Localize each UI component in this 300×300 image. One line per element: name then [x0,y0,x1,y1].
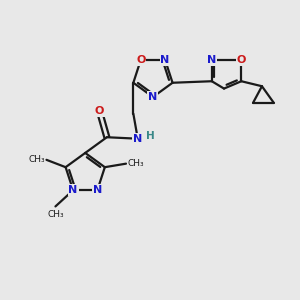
Text: N: N [93,185,102,195]
Text: O: O [95,106,104,116]
Text: O: O [237,55,246,65]
Text: CH₃: CH₃ [47,210,64,219]
Text: N: N [148,92,158,102]
Text: N: N [160,55,170,65]
Text: N: N [133,134,142,144]
Text: H: H [146,131,154,141]
Text: N: N [68,185,78,195]
Text: N: N [207,55,216,65]
Text: CH₃: CH₃ [128,159,144,168]
Text: CH₃: CH₃ [28,155,45,164]
Text: O: O [136,55,146,65]
